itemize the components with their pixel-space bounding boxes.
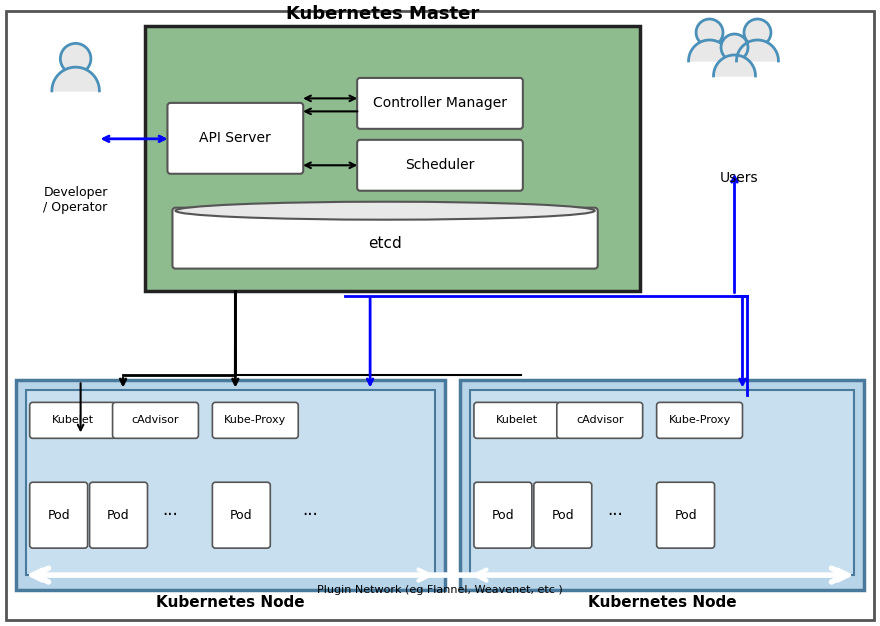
Text: ...: ... — [163, 501, 179, 519]
FancyBboxPatch shape — [656, 403, 743, 438]
Circle shape — [61, 43, 91, 74]
Polygon shape — [52, 67, 99, 91]
Bar — [460, 381, 864, 590]
FancyBboxPatch shape — [357, 140, 523, 191]
Bar — [145, 26, 640, 290]
Text: Plugin Network (eg Flannel, Weavenet, etc ): Plugin Network (eg Flannel, Weavenet, et… — [317, 585, 563, 595]
Bar — [26, 391, 435, 575]
Text: Pod: Pod — [552, 509, 574, 521]
Polygon shape — [737, 40, 779, 61]
FancyBboxPatch shape — [113, 403, 198, 438]
Text: Pod: Pod — [107, 509, 130, 521]
FancyBboxPatch shape — [30, 403, 115, 438]
Polygon shape — [688, 40, 730, 61]
FancyBboxPatch shape — [474, 482, 532, 548]
Circle shape — [744, 19, 771, 46]
Circle shape — [721, 34, 748, 61]
Text: Kube-Proxy: Kube-Proxy — [224, 415, 286, 425]
Circle shape — [696, 19, 723, 46]
Text: Kubernetes Master: Kubernetes Master — [286, 5, 480, 23]
Text: Users: Users — [720, 171, 759, 185]
FancyBboxPatch shape — [172, 208, 598, 269]
Text: API Server: API Server — [200, 131, 271, 145]
Text: Kubernetes Node: Kubernetes Node — [588, 595, 737, 610]
Text: Kube-Proxy: Kube-Proxy — [669, 415, 730, 425]
FancyBboxPatch shape — [534, 482, 591, 548]
Text: Kubernetes Node: Kubernetes Node — [156, 595, 304, 610]
FancyBboxPatch shape — [167, 103, 304, 174]
Text: ...: ... — [303, 501, 318, 519]
Text: cAdvisor: cAdvisor — [576, 415, 623, 425]
FancyBboxPatch shape — [212, 482, 270, 548]
Text: Pod: Pod — [230, 509, 253, 521]
FancyBboxPatch shape — [474, 403, 560, 438]
FancyBboxPatch shape — [656, 482, 715, 548]
Text: cAdvisor: cAdvisor — [132, 415, 180, 425]
FancyBboxPatch shape — [557, 403, 642, 438]
Ellipse shape — [175, 202, 595, 220]
FancyBboxPatch shape — [357, 78, 523, 129]
Text: Scheduler: Scheduler — [406, 158, 474, 172]
Polygon shape — [714, 55, 755, 76]
Text: Pod: Pod — [492, 509, 514, 521]
Text: Developer
/ Operator: Developer / Operator — [43, 186, 108, 213]
Text: ...: ... — [607, 501, 622, 519]
Bar — [470, 391, 854, 575]
Text: Pod: Pod — [674, 509, 697, 521]
Text: Kubelet: Kubelet — [52, 415, 93, 425]
FancyBboxPatch shape — [90, 482, 148, 548]
Bar — [16, 381, 445, 590]
FancyBboxPatch shape — [212, 403, 298, 438]
FancyBboxPatch shape — [30, 482, 88, 548]
Text: Kubelet: Kubelet — [495, 415, 538, 425]
Text: Pod: Pod — [48, 509, 70, 521]
Text: etcd: etcd — [368, 235, 402, 250]
Text: Controller Manager: Controller Manager — [373, 96, 507, 110]
